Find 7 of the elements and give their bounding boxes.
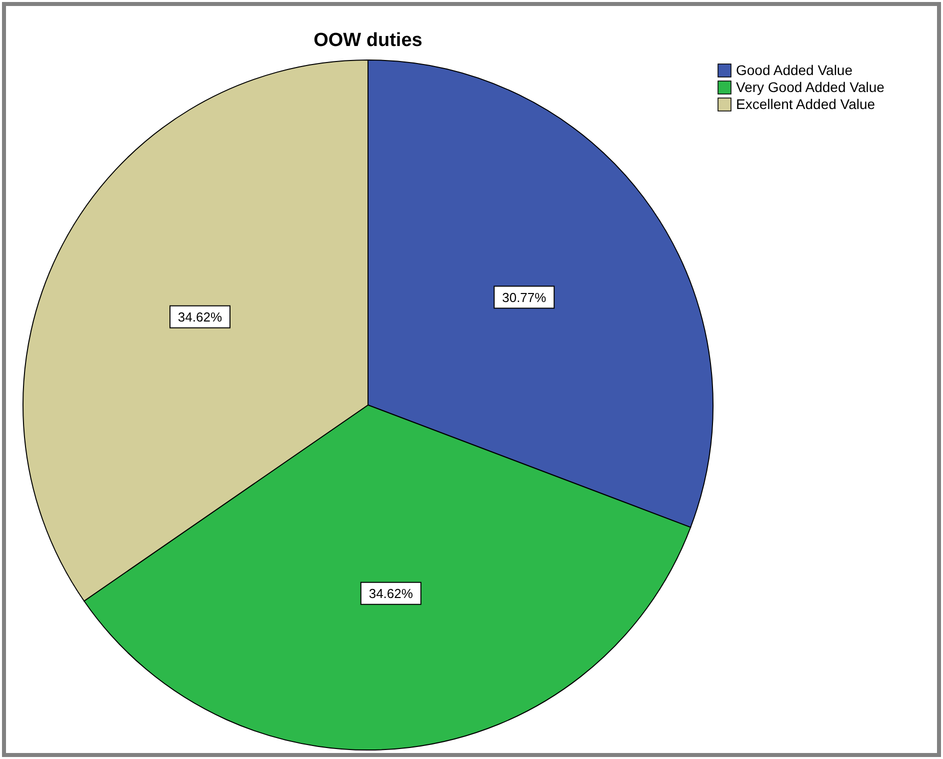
- data-label: 34.62%: [368, 586, 414, 601]
- data-label: 34.62%: [178, 309, 222, 324]
- data-label: 30.77%: [502, 290, 547, 305]
- legend-label: Very Good Added Value: [736, 79, 885, 95]
- chart-title: OOW duties: [314, 30, 422, 51]
- legend-label: Good Added Value: [736, 62, 853, 78]
- legend-label: Excellent Added Value: [736, 96, 876, 112]
